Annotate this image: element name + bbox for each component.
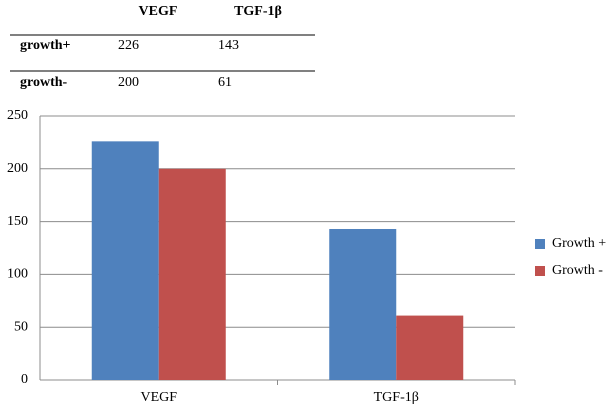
row-label: growth+ [20, 38, 71, 53]
y-tick-label: 0 [21, 372, 28, 387]
y-tick-label: 150 [7, 214, 28, 229]
bar [158, 168, 226, 380]
table-cell: 61 [218, 75, 232, 90]
y-tick-label: 50 [14, 319, 28, 334]
legend-label: Growth - [552, 263, 603, 278]
bar [329, 228, 397, 380]
data-table [10, 34, 315, 72]
table-cell: 226 [118, 38, 139, 53]
legend-label: Growth + [552, 236, 606, 251]
x-tick-label: VEGF [140, 390, 177, 405]
table-cell: 143 [218, 38, 239, 53]
legend-swatch [535, 239, 545, 249]
table-header: TGF-1β [234, 4, 282, 19]
legend-swatch [535, 266, 545, 276]
row-label: growth- [20, 75, 68, 90]
table-header: VEGF [139, 4, 178, 19]
x-tick-label: TGF-1β [374, 390, 419, 405]
table-cell: 200 [118, 75, 139, 90]
y-tick-label: 200 [7, 161, 28, 176]
bar [91, 141, 159, 380]
y-tick-label: 250 [7, 108, 28, 123]
bar [396, 315, 464, 380]
y-tick-label: 100 [7, 267, 28, 282]
